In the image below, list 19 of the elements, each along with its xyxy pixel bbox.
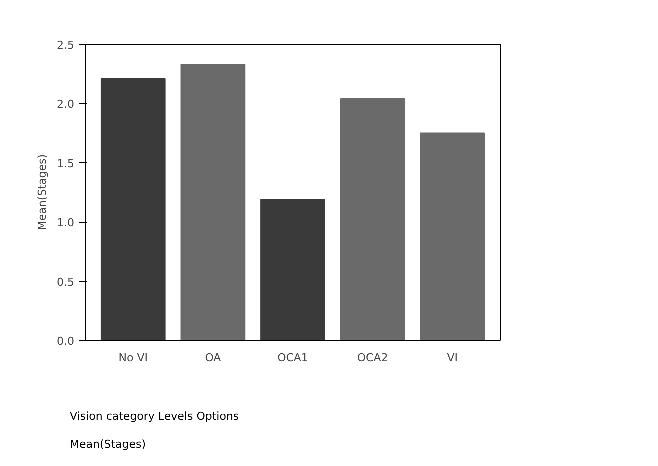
- y-tick-label: 0.5: [57, 276, 75, 289]
- x-tick-label: OCA1: [278, 352, 308, 364]
- bar: [100, 78, 166, 340]
- text: Vision category Levels Options: [70, 409, 240, 425]
- bar: [260, 199, 326, 340]
- x-tick-label: VI: [447, 352, 458, 364]
- y-axis-title: Mean(Stages): [36, 154, 50, 231]
- y-tick-label: 1.5: [57, 157, 75, 170]
- bar: [180, 64, 246, 340]
- bar: [340, 98, 406, 340]
- x-tick-label: OA: [205, 352, 222, 364]
- y-tick-label: 1.0: [57, 216, 75, 230]
- y-tick-label: 2.5: [57, 39, 75, 52]
- x-tick-label: No VI: [118, 352, 148, 364]
- x-tick-label: OCA2: [357, 352, 388, 364]
- y-tick-label: 0.0: [57, 335, 75, 348]
- y-tick-label: 2.0: [57, 98, 75, 112]
- bar: [420, 132, 486, 340]
- text: Mean(Stages): [70, 437, 146, 453]
